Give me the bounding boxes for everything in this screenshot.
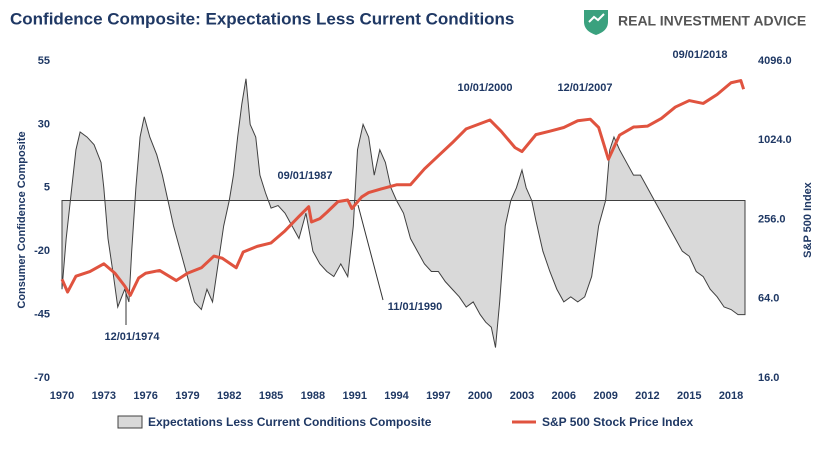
x-tick-label: 1991	[342, 390, 366, 402]
y2-tick-label: 64.0	[758, 293, 779, 305]
leader-line	[357, 204, 384, 301]
annotation: 12/01/2007	[557, 82, 612, 94]
area	[61, 78, 746, 348]
annotation: 09/01/2018	[672, 49, 727, 61]
legend-label: Expectations Less Current Conditions Com…	[148, 415, 432, 429]
y-tick-label: 30	[38, 118, 50, 130]
y-tick-label: -70	[34, 372, 50, 384]
x-tick-label: 1982	[217, 390, 241, 402]
y2-axis-title: S&P 500 Index	[802, 181, 814, 257]
x-tick-label: 2003	[510, 390, 534, 402]
x-tick-label: 1973	[92, 390, 116, 402]
y2-tick-label: 4096.0	[758, 55, 792, 67]
annotation: 09/01/1987	[277, 170, 332, 182]
x-tick-label: 2015	[677, 390, 701, 402]
x-tick-label: 2000	[468, 390, 492, 402]
y-tick-label: 5	[44, 182, 50, 194]
x-tick-label: 2006	[552, 390, 576, 402]
legend-swatch	[117, 415, 143, 429]
x-tick-label: 1976	[133, 390, 157, 402]
legend-label: S&P 500 Stock Price Index	[542, 415, 694, 429]
annotation: 12/01/1974	[104, 331, 160, 343]
x-tick-label: 1970	[50, 390, 74, 402]
logo	[584, 10, 608, 35]
x-tick-label: 1988	[301, 390, 325, 402]
y2-tick-label: 16.0	[758, 372, 779, 384]
y-tick-label: -45	[34, 309, 50, 321]
x-tick-label: 1994	[384, 390, 409, 402]
brand: REAL INVESTMENT ADVICE	[618, 13, 806, 29]
y2-tick-label: 256.0	[758, 213, 786, 225]
annotation: 10/01/2000	[457, 82, 512, 94]
y-tick-label: 55	[38, 55, 50, 67]
x-tick-label: 1979	[175, 390, 199, 402]
y2-tick-label: 1024.0	[758, 134, 792, 146]
x-tick-label: 1985	[259, 390, 283, 402]
x-tick-label: 1997	[426, 390, 450, 402]
y-tick-label: -20	[34, 245, 50, 257]
x-tick-label: 2012	[635, 390, 659, 402]
logo-mark	[588, 13, 605, 23]
chart-title: Confidence Composite: Expectations Less …	[10, 9, 514, 28]
annotation: 11/01/1990	[388, 301, 442, 313]
line	[60, 79, 746, 297]
x-tick-label: 2018	[719, 390, 743, 402]
y-axis-title: Consumer Confidence Composite	[16, 131, 28, 308]
x-tick-label: 2009	[593, 390, 617, 402]
